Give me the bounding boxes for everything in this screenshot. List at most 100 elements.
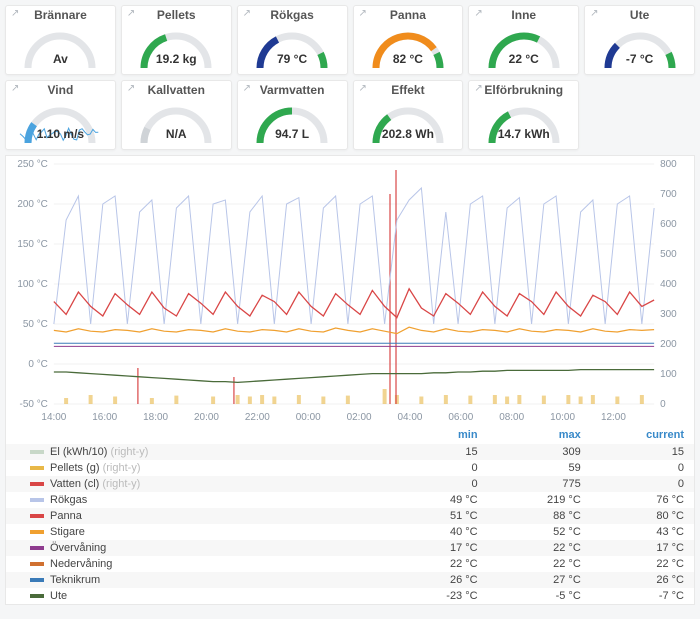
legend-swatch <box>30 546 44 550</box>
svg-text:100 °C: 100 °C <box>17 279 48 290</box>
popout-icon[interactable]: ↗ <box>11 83 19 94</box>
gauge-title: Panna <box>358 8 459 22</box>
legend-row[interactable]: Nedervåning 22 °C 22 °C 22 °C <box>6 556 694 572</box>
legend-swatch <box>30 514 44 518</box>
popout-icon[interactable]: ↗ <box>359 8 367 19</box>
col-max[interactable]: max <box>488 426 591 444</box>
svg-text:04:00: 04:00 <box>397 412 422 423</box>
right-y-tag: (right-y) <box>102 478 140 490</box>
gauge-effekt[interactable]: ↗Effekt 202.8 Wh <box>353 80 464 150</box>
legend-swatch <box>30 498 44 502</box>
legend-max: 775 <box>488 476 591 492</box>
popout-icon[interactable]: ↗ <box>474 83 482 94</box>
right-y-tag: (right-y) <box>111 446 149 458</box>
legend-min: -23 °C <box>384 588 487 604</box>
gauge-title: Pellets <box>126 8 227 22</box>
gauge-title: Inne <box>473 8 574 22</box>
gauge-brännare[interactable]: ↗Brännare Av <box>5 5 116 75</box>
legend-row[interactable]: Vatten (cl) (right-y) 0 775 0 <box>6 476 694 492</box>
legend-min: 51 °C <box>384 508 487 524</box>
legend-row[interactable]: Panna 51 °C 88 °C 80 °C <box>6 508 694 524</box>
gauge-varmvatten[interactable]: ↗Varmvatten 94.7 L <box>237 80 348 150</box>
legend-cur: 43 °C <box>591 524 694 540</box>
legend-name: Ute <box>50 590 67 602</box>
gauge-title: Kallvatten <box>126 83 227 97</box>
time-series-chart[interactable]: -50 °C0 °C50 °C100 °C150 °C200 °C250 °C0… <box>6 156 694 426</box>
popout-icon[interactable]: ↗ <box>243 8 251 19</box>
svg-text:10:00: 10:00 <box>550 412 575 423</box>
svg-text:300: 300 <box>660 309 677 320</box>
legend-cur: 80 °C <box>591 508 694 524</box>
popout-icon[interactable]: ↗ <box>590 8 598 19</box>
legend-cur: 17 °C <box>591 540 694 556</box>
popout-icon[interactable]: ↗ <box>474 8 482 19</box>
gauge-title: Ute <box>589 8 690 22</box>
svg-text:0: 0 <box>660 399 666 410</box>
col-min[interactable]: min <box>384 426 487 444</box>
gauge-elförbrukning[interactable]: ↗Elförbrukning 14.7 kWh <box>468 80 579 150</box>
legend-max: 22 °C <box>488 556 591 572</box>
chart-panel: -50 °C0 °C50 °C100 °C150 °C200 °C250 °C0… <box>5 155 695 605</box>
popout-icon[interactable]: ↗ <box>127 83 135 94</box>
gauge-ute[interactable]: ↗Ute -7 °C <box>584 5 695 75</box>
svg-text:100: 100 <box>660 369 677 380</box>
popout-icon[interactable]: ↗ <box>11 8 19 19</box>
svg-text:18:00: 18:00 <box>143 412 168 423</box>
legend-swatch <box>30 530 44 534</box>
svg-text:600: 600 <box>660 219 677 230</box>
legend-name: El (kWh/10) <box>50 446 107 458</box>
gauge-rökgas[interactable]: ↗Rökgas 79 °C <box>237 5 348 75</box>
legend-min: 22 °C <box>384 556 487 572</box>
gauge-title: Vind <box>10 83 111 97</box>
gauge-title: Brännare <box>10 8 111 22</box>
legend-row[interactable]: Teknikrum 26 °C 27 °C 26 °C <box>6 572 694 588</box>
legend-min: 0 <box>384 476 487 492</box>
legend-name: Pellets (g) <box>50 462 100 474</box>
legend-table: minmaxcurrent El (kWh/10) (right-y) 15 3… <box>6 426 694 604</box>
legend-row[interactable]: El (kWh/10) (right-y) 15 309 15 <box>6 444 694 460</box>
gauge-grid: ↗Brännare Av↗Pellets 19.2 kg↗Rökgas 79 °… <box>0 0 700 155</box>
right-y-tag: (right-y) <box>103 462 141 474</box>
popout-icon[interactable]: ↗ <box>359 83 367 94</box>
svg-text:20:00: 20:00 <box>194 412 219 423</box>
gauge-value: -7 °C <box>589 52 690 66</box>
svg-text:06:00: 06:00 <box>448 412 473 423</box>
legend-row[interactable]: Pellets (g) (right-y) 0 59 0 <box>6 460 694 476</box>
gauge-pellets[interactable]: ↗Pellets 19.2 kg <box>121 5 232 75</box>
gauge-title: Rökgas <box>242 8 343 22</box>
legend-name: Panna <box>50 510 82 522</box>
gauge-value: 14.7 kWh <box>473 127 574 141</box>
gauge-kallvatten[interactable]: ↗Kallvatten N/A <box>121 80 232 150</box>
svg-text:00:00: 00:00 <box>296 412 321 423</box>
gauge-panna[interactable]: ↗Panna 82 °C <box>353 5 464 75</box>
legend-min: 17 °C <box>384 540 487 556</box>
popout-icon[interactable]: ↗ <box>243 83 251 94</box>
legend-row[interactable]: Övervåning 17 °C 22 °C 17 °C <box>6 540 694 556</box>
svg-text:200 °C: 200 °C <box>17 199 48 210</box>
col-current[interactable]: current <box>591 426 694 444</box>
legend-min: 49 °C <box>384 492 487 508</box>
legend-max: 22 °C <box>488 540 591 556</box>
legend-name: Teknikrum <box>50 574 100 586</box>
gauge-title: Varmvatten <box>242 83 343 97</box>
legend-name: Rökgas <box>50 494 87 506</box>
legend-row[interactable]: Stigare 40 °C 52 °C 43 °C <box>6 524 694 540</box>
legend-name: Vatten (cl) <box>50 478 99 490</box>
svg-text:700: 700 <box>660 189 677 200</box>
legend-max: 219 °C <box>488 492 591 508</box>
gauge-inne[interactable]: ↗Inne 22 °C <box>468 5 579 75</box>
legend-max: 27 °C <box>488 572 591 588</box>
gauge-value: 79 °C <box>242 52 343 66</box>
legend-row[interactable]: Ute -23 °C -5 °C -7 °C <box>6 588 694 604</box>
legend-swatch <box>30 594 44 598</box>
gauge-vind[interactable]: ↗Vind 1.10 m/s <box>5 80 116 150</box>
svg-text:-50 °C: -50 °C <box>20 399 48 410</box>
legend-row[interactable]: Rökgas 49 °C 219 °C 76 °C <box>6 492 694 508</box>
popout-icon[interactable]: ↗ <box>127 8 135 19</box>
svg-text:12:00: 12:00 <box>601 412 626 423</box>
legend-cur: 76 °C <box>591 492 694 508</box>
legend-name: Nedervåning <box>50 558 112 570</box>
svg-text:150 °C: 150 °C <box>17 239 48 250</box>
gauge-value: 22 °C <box>473 52 574 66</box>
legend-min: 0 <box>384 460 487 476</box>
